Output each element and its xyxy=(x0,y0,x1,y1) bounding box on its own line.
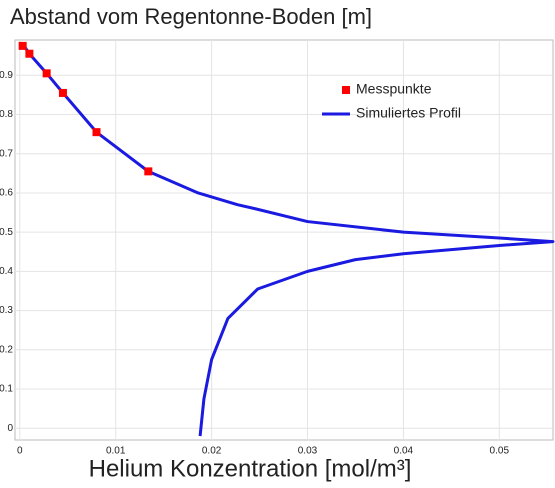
plot-area xyxy=(14,39,554,441)
data-point xyxy=(42,69,51,78)
y-tick-label: 0.2 xyxy=(0,344,13,355)
x-tick-label: 0.03 xyxy=(298,446,318,457)
chart-title: Abstand vom Regentonne-Boden [m] xyxy=(10,4,372,29)
y-tick-label: 0.5 xyxy=(0,227,13,238)
x-tick-label: 0.05 xyxy=(490,446,510,457)
data-point xyxy=(144,167,153,176)
x-tick-label: 0 xyxy=(17,446,23,457)
x-tick-label: 0.02 xyxy=(202,446,222,457)
legend-swatch xyxy=(342,86,350,94)
y-tick-label: 0.7 xyxy=(0,148,13,159)
x-axis-label: Helium Konzentration [mol/m³] xyxy=(89,455,412,482)
profile-line xyxy=(21,43,555,437)
data-point xyxy=(58,88,67,97)
y-tick-label: 0.3 xyxy=(0,305,13,316)
y-tick-label: 0.1 xyxy=(0,384,13,395)
y-tick-label: 0.8 xyxy=(0,109,13,120)
y-tick-label: 0.9 xyxy=(0,70,13,81)
data-point xyxy=(18,41,27,50)
y-tick-label: 0.4 xyxy=(0,266,13,277)
x-tick-label: 0.04 xyxy=(394,446,414,457)
legend-label: Simuliertes Profil xyxy=(356,105,461,121)
data-point xyxy=(25,49,34,58)
y-tick-label: 0 xyxy=(7,423,13,434)
legend-label: Messpunkte xyxy=(356,81,432,97)
y-tick-label: 0.6 xyxy=(0,188,13,199)
x-tick-label: 0.01 xyxy=(106,446,126,457)
data-point xyxy=(92,128,101,137)
